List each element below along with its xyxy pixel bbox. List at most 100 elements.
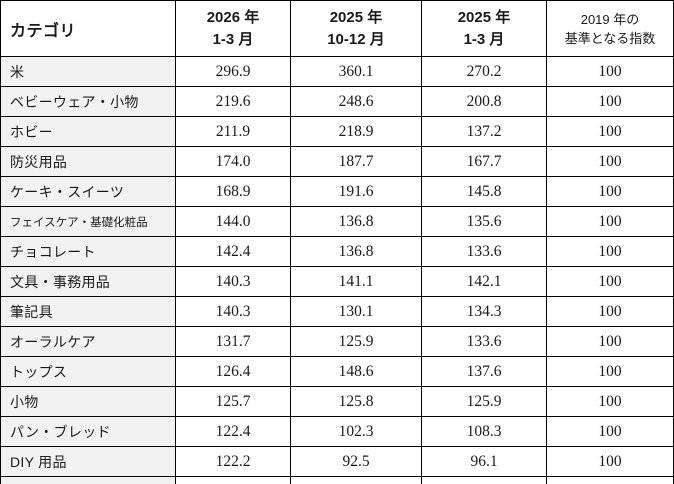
value-cell: 200.8: [421, 86, 547, 117]
table-row: ホビー 211.9 218.9 137.2 100: [0, 116, 674, 147]
value-cell: 219.6: [175, 86, 291, 117]
table-row: オーラルケア 131.7 125.9 133.6 100: [0, 326, 674, 357]
value-cell: 168.9: [175, 176, 291, 207]
category-cell: 米: [0, 56, 176, 87]
category-cell: 防災用品: [0, 146, 176, 177]
value-cell: 108.3: [421, 416, 547, 447]
value-cell: 248.6: [290, 86, 422, 117]
table-row: パン・ブレッド 122.4 102.3 108.3 100: [0, 416, 674, 447]
category-cell: 筆記具: [0, 296, 176, 327]
table-row: ケーキ・スイーツ 168.9 191.6 145.8 100: [0, 176, 674, 207]
value-cell: [421, 476, 547, 484]
header-line-year: 2026 年: [206, 8, 260, 26]
column-header-2026-jan-mar: 2026 年 1-3 月: [175, 0, 291, 57]
column-header-category: カテゴリ: [0, 0, 176, 57]
value-cell: 187.7: [290, 146, 422, 177]
value-cell: 142.4: [175, 236, 291, 267]
value-cell: 125.9: [421, 386, 547, 417]
value-cell: 137.2: [421, 116, 547, 147]
header-line-months: 1-3 月: [463, 30, 505, 48]
value-cell: 100: [546, 266, 674, 297]
category-cell: 文具・事務用品: [0, 266, 176, 297]
category-cell: フェイスケア・基礎化粧品: [0, 206, 176, 237]
value-cell: 100: [546, 56, 674, 87]
value-cell: 122.2: [175, 446, 291, 477]
value-cell: 167.7: [421, 146, 547, 177]
value-cell: 100: [546, 416, 674, 447]
category-cell: チョコレート: [0, 236, 176, 267]
value-cell: 100: [546, 206, 674, 237]
value-cell: 218.9: [290, 116, 422, 147]
value-cell: 191.6: [290, 176, 422, 207]
value-cell: 125.8: [290, 386, 422, 417]
value-cell: 137.6: [421, 356, 547, 387]
category-cell: パン・ブレッド: [0, 416, 176, 447]
header-line-year: 2019 年の: [580, 11, 640, 27]
value-cell: 92.5: [290, 446, 422, 477]
value-cell: 296.9: [175, 56, 291, 87]
value-cell: 131.7: [175, 326, 291, 357]
value-cell: 100: [546, 386, 674, 417]
table-row: 文具・事務用品 140.3 141.1 142.1 100: [0, 266, 674, 297]
value-cell: 122.4: [175, 416, 291, 447]
value-cell: 100: [546, 176, 674, 207]
value-cell: 134.3: [421, 296, 547, 327]
value-cell: 126.4: [175, 356, 291, 387]
category-cell: [0, 476, 176, 484]
column-header-2025-oct-dec: 2025 年 10-12 月: [290, 0, 422, 57]
table-row: 小物 125.7 125.8 125.9 100: [0, 386, 674, 417]
value-cell: 102.3: [290, 416, 422, 447]
category-cell: トップス: [0, 356, 176, 387]
table-row: 防災用品 174.0 187.7 167.7 100: [0, 146, 674, 177]
header-line-year: 2025 年: [329, 8, 383, 26]
table-row: ベビーウェア・小物 219.6 248.6 200.8 100: [0, 86, 674, 117]
value-cell: 100: [546, 116, 674, 147]
value-cell: 360.1: [290, 56, 422, 87]
header-row: カテゴリ 2026 年 1-3 月 2025 年 10-12 月 2025 年 …: [0, 0, 674, 57]
value-cell: 142.1: [421, 266, 547, 297]
value-cell: 141.1: [290, 266, 422, 297]
partial-row: [0, 476, 674, 484]
category-cell: ホビー: [0, 116, 176, 147]
value-cell: [290, 476, 422, 484]
table-row: フェイスケア・基礎化粧品 144.0 136.8 135.6 100: [0, 206, 674, 237]
value-cell: 148.6: [290, 356, 422, 387]
header-line-months: 1-3 月: [212, 30, 254, 48]
value-cell: 174.0: [175, 146, 291, 177]
category-cell: 小物: [0, 386, 176, 417]
value-cell: 100: [546, 86, 674, 117]
header-line-year: 2025 年: [457, 8, 511, 26]
value-cell: 100: [546, 146, 674, 177]
column-header-baseline-index: 2019 年の 基準となる指数: [546, 0, 674, 57]
value-cell: 100: [546, 296, 674, 327]
value-cell: 125.9: [290, 326, 422, 357]
value-cell: 130.1: [290, 296, 422, 327]
category-cell: DIY 用品: [0, 446, 176, 477]
value-cell: 100: [546, 356, 674, 387]
table-row: 米 296.9 360.1 270.2 100: [0, 56, 674, 87]
value-cell: 100: [546, 326, 674, 357]
value-cell: 133.6: [421, 326, 547, 357]
value-cell: 144.0: [175, 206, 291, 237]
category-cell: ケーキ・スイーツ: [0, 176, 176, 207]
table-row: DIY 用品 122.2 92.5 96.1 100: [0, 446, 674, 477]
table-row: トップス 126.4 148.6 137.6 100: [0, 356, 674, 387]
value-cell: 133.6: [421, 236, 547, 267]
header-line-label: 基準となる指数: [564, 30, 656, 46]
value-cell: 145.8: [421, 176, 547, 207]
category-cell: オーラルケア: [0, 326, 176, 357]
value-cell: 136.8: [290, 236, 422, 267]
value-cell: 136.8: [290, 206, 422, 237]
table-row: 筆記具 140.3 130.1 134.3 100: [0, 296, 674, 327]
column-header-2025-jan-mar: 2025 年 1-3 月: [421, 0, 547, 57]
value-cell: 100: [546, 446, 674, 477]
value-cell: 270.2: [421, 56, 547, 87]
value-cell: 135.6: [421, 206, 547, 237]
table-row: チョコレート 142.4 136.8 133.6 100: [0, 236, 674, 267]
value-cell: [175, 476, 291, 484]
value-cell: 140.3: [175, 266, 291, 297]
header-line-months: 10-12 月: [327, 30, 385, 48]
value-cell: 96.1: [421, 446, 547, 477]
